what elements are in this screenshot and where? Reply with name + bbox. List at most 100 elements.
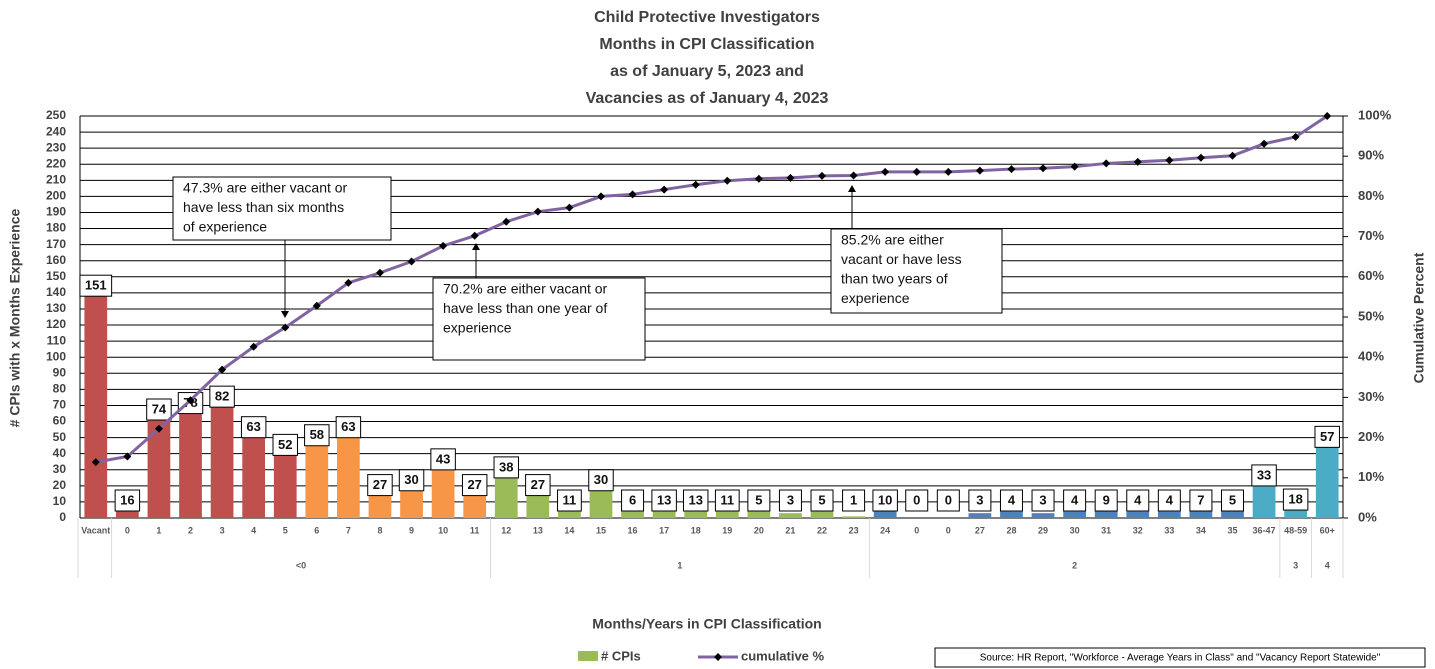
y-tick-label: 20 (53, 478, 67, 492)
x-tick-label: 28 (1006, 525, 1016, 535)
data-label-box (1157, 489, 1181, 512)
group-label: <0 (296, 560, 306, 570)
cumulative-line (95, 114, 1329, 464)
data-label-text: 30 (594, 472, 608, 487)
bar (810, 509, 834, 518)
y-tick-label: 210 (46, 172, 66, 186)
annotation-box (830, 228, 1003, 314)
x-tick-label: 27 (975, 525, 985, 535)
x-tick-label: 19 (722, 525, 732, 535)
data-label-box (240, 416, 267, 439)
line-marker (1165, 156, 1174, 165)
data-label-box (304, 424, 330, 447)
data-label-box (621, 489, 645, 512)
x-tick-label: 32 (1133, 525, 1143, 535)
data-label: 38 (493, 456, 519, 479)
y-tick-label: 30 (53, 462, 67, 476)
annotation-text: 70.2% are either vacant or (443, 281, 608, 297)
y-tick-label: 50 (53, 430, 67, 444)
y-tick-label: 230 (46, 140, 66, 154)
bar (1063, 511, 1086, 518)
y2-axis-title: Cumulative Percent (1411, 252, 1427, 383)
x-tick-label: 36-47 (1253, 525, 1276, 535)
y-tick-label: 90 (53, 365, 67, 379)
data-label-box (1189, 489, 1213, 512)
line-marker (344, 278, 353, 287)
data-label-text: 63 (246, 419, 260, 434)
line-marker (1133, 157, 1142, 166)
data-label-text: 4 (1166, 492, 1174, 507)
y-tick-label: 130 (46, 301, 66, 315)
x-tick-label: 16 (628, 525, 638, 535)
data-label-box (209, 385, 235, 408)
source: Source: HR Report, "Workforce - Average … (980, 653, 1381, 664)
data-label-text: 13 (657, 492, 671, 507)
line-marker (818, 171, 827, 180)
x-tick-label: 4 (251, 525, 256, 535)
data-label-text: 11 (720, 492, 734, 507)
data-label-text: 27 (531, 477, 545, 492)
x-axis-title: Months/Years in CPI Classification (592, 616, 822, 632)
annotation-text: of experience (183, 219, 267, 235)
data-label-text: 13 (688, 492, 702, 507)
x-tick-label: 0 (125, 525, 130, 535)
data-label-box (146, 398, 172, 421)
data-label-box (557, 489, 582, 512)
data-label: 18 (1282, 488, 1309, 511)
line-marker (565, 203, 574, 212)
data-label: 11 (557, 489, 582, 512)
data-label-text: 82 (215, 389, 229, 404)
source-box (934, 647, 1426, 668)
data-label: 30 (588, 469, 614, 492)
annotation-box (172, 176, 392, 241)
y-tick-label: 160 (46, 253, 66, 267)
data-label-text: 0 (945, 492, 952, 507)
line-marker (533, 207, 542, 216)
data-label-box (430, 448, 456, 471)
bar (1157, 511, 1181, 518)
x-tick-label: 21 (785, 525, 795, 535)
y-tick-label: 220 (46, 156, 66, 170)
line-marker (439, 241, 448, 250)
data-label: 0 (905, 489, 929, 512)
annotation-text: vacant or have less (841, 251, 962, 267)
bar (1315, 426, 1339, 518)
x-tick-label: 6 (314, 525, 319, 535)
data-label: 27 (461, 474, 488, 497)
chart-title: Months in CPI Classification (599, 36, 814, 53)
x-tick-label: 11 (470, 525, 480, 535)
annotation-text: have less than one year of (443, 300, 607, 316)
data-label-text: 4 (1071, 492, 1079, 507)
y-tick-label: 100 (46, 349, 66, 363)
x-tick-label: 10 (438, 525, 448, 535)
line-marker (1007, 165, 1016, 174)
data-label-box (1126, 489, 1150, 512)
y2-tick-label: 90% (1358, 148, 1384, 163)
legend-label: # CPIs (601, 648, 641, 663)
data-label-text: 3 (1039, 492, 1046, 507)
y-tick-label: 180 (46, 221, 66, 235)
annotation-arrowhead (281, 311, 289, 318)
data-label-text: 7 (1197, 492, 1204, 507)
data-label: 57 (1314, 425, 1340, 448)
x-tick-label: 30 (1070, 525, 1080, 535)
chart-title: as of January 5, 2023 and (610, 63, 804, 80)
x-tick-label: 33 (1164, 525, 1174, 535)
x-tick-label: 48-59 (1284, 525, 1307, 535)
bar (968, 513, 992, 518)
legend-swatch (578, 651, 598, 661)
line-marker (1102, 159, 1111, 168)
x-tick-label: 13 (533, 525, 543, 535)
data-label: 13 (651, 489, 677, 512)
data-label: 6 (621, 489, 645, 512)
data-label-box (1251, 464, 1277, 487)
x-tick-label: 31 (1101, 525, 1111, 535)
line-marker (1039, 164, 1048, 173)
data-label-text: 11 (563, 492, 577, 507)
bar (747, 509, 771, 518)
data-label-text: 43 (436, 451, 450, 466)
data-label-box (525, 474, 551, 497)
data-label: 3 (1031, 489, 1055, 512)
line-marker (375, 268, 384, 277)
annotation-text: have less than six months (183, 199, 344, 215)
